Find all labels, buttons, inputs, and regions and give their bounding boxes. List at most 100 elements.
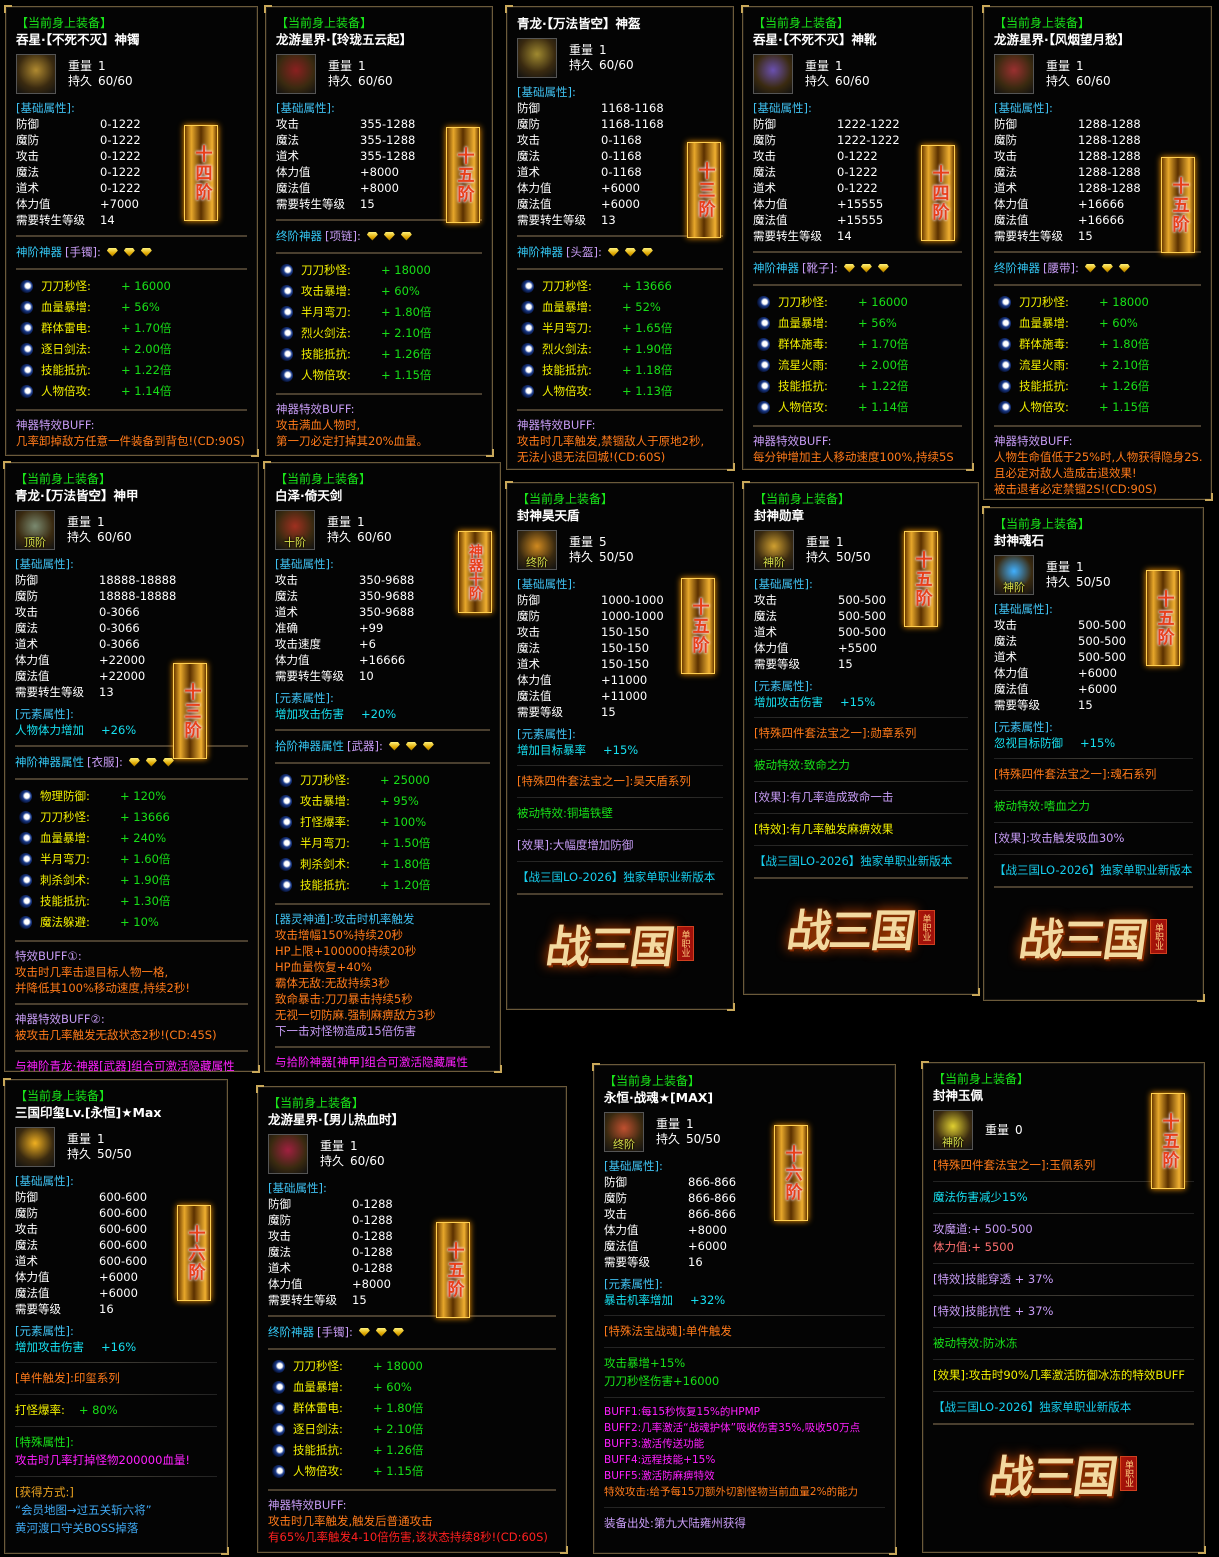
boots-icon[interactable] [753,54,793,94]
equipment-card[interactable]: 【当前身上装备】 龙游星界·【风烟望月愁】 重量 1 持久 60/60 十五阶 [基础属性]:… [982,5,1213,501]
skill-name: 半月弯刀: [301,305,351,319]
text-line-content: 攻击时几率触发,触发后普通攻击 [268,1514,433,1528]
logo-seal: 单职业 [1150,918,1167,954]
stat-row: 魔防 866-866 [604,1190,885,1206]
text-line-content: “会员地图→过五关斩六将” [15,1503,152,1517]
stat-name: 需要转生等级 [15,685,84,699]
stat-value: +15555 [837,197,884,211]
equipment-card[interactable]: 青龙·【万法皆空】神盔 重量 1 持久 60/60 十三阶 [基础属性]: 防御 1168-11… [505,5,735,471]
equipment-card[interactable]: 【当前身上装备】 吞星·【不死不灭】神镯 重量 1 持久 60/60 十四阶 [基础属性]: 防… [4,5,259,457]
stat-row: 道术 0-1168 [517,164,723,180]
stat-name: 魔防 [16,133,39,147]
durability-row: 持久 60/60 [328,74,393,89]
seal-icon[interactable] [15,1127,55,1167]
equipment-card[interactable]: 【当前身上装备】 龙游星界·【男儿热血时】 重量 1 持久 60/60 十五阶 [基础属性]:… [256,1085,568,1554]
helmet-icon[interactable] [517,38,557,78]
text-line: 被动特效:铜墙铁壁 [517,804,723,822]
divider [753,425,962,427]
skill-value: + 18000 [1099,295,1149,309]
stat-value: 866-866 [688,1207,737,1221]
equipment-card[interactable]: 【当前身上装备】 封神昊天盾 终阶 重量 5 持久 50/50 十五阶 [基础属性]: 防御 100… [505,481,735,1011]
text-line-content: 被击退者必定禁锢2S!(CD:90S) [994,482,1157,496]
divider [268,1315,556,1317]
stat-row: 魔法 500-500 [994,633,1193,649]
equipment-card[interactable]: 【当前身上装备】 青龙·【万法皆空】神甲 顶阶 重量 1 持久 60/60 十三阶 [基础属性]… [3,461,260,1074]
stat-value: 350-9688 [359,589,415,603]
weight-value: 0 [1015,1122,1023,1137]
skill-name: 半月弯刀: [300,836,350,850]
equipment-card[interactable]: 【当前身上装备】 龙游星界·【玲珑五云起】 重量 1 持久 60/60 十五阶 [基础属性]:… [264,5,494,457]
necklace-icon[interactable] [276,54,316,94]
element-row: 增加目标暴率 +15% [517,742,723,758]
stat-row: 道术 1288-1288 [994,180,1201,196]
skill-value: + 1.15倍 [373,1464,424,1478]
durability-row: 持久 60/60 [67,530,132,545]
divider [16,235,247,237]
medal-icon[interactable]: 神阶 [754,530,794,570]
equipment-card[interactable]: 【当前身上装备】 封神勋章 神阶 重量 1 持久 50/50 十五阶 [基础属性]: 攻击 500-… [742,481,980,996]
text-line: 与神阶青龙·神器[武器]组合可激活隐藏属性 [15,1058,248,1074]
weight-label: 重量 [327,515,352,529]
durability-label: 持久 [328,74,353,88]
gem-icon [358,1327,370,1337]
text-line-content: 特效BUFF①: [15,949,82,963]
divider [16,409,247,411]
belt-icon[interactable] [994,54,1034,94]
stat-value: +8000 [360,181,399,195]
equipment-card[interactable]: 【当前身上装备】 三国印玺Lv.[永恒]★Max 重量 1 持久 50/50 十六阶 [基础属… [3,1078,229,1555]
stat-row: 魔法值 +6000 [15,1285,217,1301]
stat-row: 魔法 0-1222 [753,164,962,180]
orb-icon [279,774,292,787]
stat-row: 防御 1222-1222 [753,116,962,132]
equipped-tag: 【当前身上装备】 [753,16,850,30]
item-meta: 重量 1 持久 60/60 [67,515,132,545]
stat-row: 道术 0-1288 [268,1260,556,1276]
equipment-card[interactable]: 【当前身上装备】 吞星·【不死不灭】神靴 重量 1 持久 60/60 十四阶 [基础属性]: 防… [741,5,974,471]
stat-name: 攻击 [604,1207,627,1221]
text-line-content: BUFF2:几率激活“战魂护体”吸收伤害35%,吸收50万点 [604,1422,861,1434]
skill-row: 刺杀剑术: + 1.90倍 [15,870,248,891]
stat-value: 1288-1288 [1078,165,1141,179]
item-meta: 重量 1 持久 60/60 [320,1139,385,1169]
tier-badge-text: 十六阶 [184,1224,205,1282]
soul-stone-icon[interactable]: 神阶 [994,555,1034,595]
text-line-content: [器灵神通]:攻击时机率触发 [275,912,415,926]
tier-badge-text: 十五阶 [911,550,932,608]
base-attributes-heading: [基础属性]: [753,101,812,115]
equipment-card[interactable]: 【当前身上装备】 封神玉佩 神阶 重量 0 十五阶 [特殊四件套法宝之一]:玉佩系列 魔法伤害… [921,1061,1206,1554]
skill-value: + 25000 [380,773,430,787]
jade-pendant-icon[interactable]: 神阶 [933,1110,973,1150]
skill-value: + 1.70倍 [121,321,172,335]
stat-value: +6000 [1078,666,1117,680]
equipment-card[interactable]: 【当前身上装备】 封神魂石 神阶 重量 1 持久 50/50 十五阶 [基础属性]: 攻击 500-… [982,506,1205,1002]
element-name: 增加目标暴率 [517,743,586,757]
war-soul-icon[interactable]: 终阶 [604,1112,644,1152]
icon-tier-label: 神阶 [942,1136,964,1149]
icon-tier-label: 神阶 [1003,581,1025,594]
sword-icon[interactable]: 十阶 [275,510,315,550]
text-line-content: 神器特效BUFF: [268,1498,347,1512]
equipment-card[interactable]: 【当前身上装备】 永恒·战魂★[MAX] 终阶 重量 1 持久 50/50 十六阶 [基础属性]… [592,1063,897,1555]
stat-row: 防御 866-866 [604,1174,885,1190]
stat-value: 1000-1000 [601,593,664,607]
armor-icon[interactable]: 顶阶 [15,510,55,550]
tier-badge: 十五阶 [1146,570,1180,666]
logo-text: 战三国 [783,906,917,957]
equipment-card[interactable]: 【当前身上装备】 白泽·倚天剑 十阶 重量 1 持久 60/60 神器十阶 [基础属性]: 攻击 3… [263,461,502,1073]
stat-value: 150-150 [601,625,650,639]
logo-seal: 单职业 [676,925,694,961]
skill-name: 群体施毒: [1019,337,1069,351]
skill-row: 攻击暴增: + 60% [276,281,482,302]
equipped-tag: 【当前身上装备】 [276,16,373,30]
bracelet-icon[interactable] [16,54,56,94]
skill-row: 打怪爆率: + 100% [275,812,490,833]
orb-icon [19,895,32,908]
stat-row: 体力值 +11000 [517,672,723,688]
stat-name: 魔法值 [276,181,311,195]
divider [517,765,723,766]
shield-icon[interactable]: 终阶 [517,530,557,570]
artifact-header: 神阶神器 [手镯]: [16,243,247,261]
divider [604,1315,885,1316]
text-line: 与拾阶神器[神甲]组合可激活隐藏属性 [275,1054,490,1070]
gauntlet-icon[interactable] [268,1134,308,1174]
